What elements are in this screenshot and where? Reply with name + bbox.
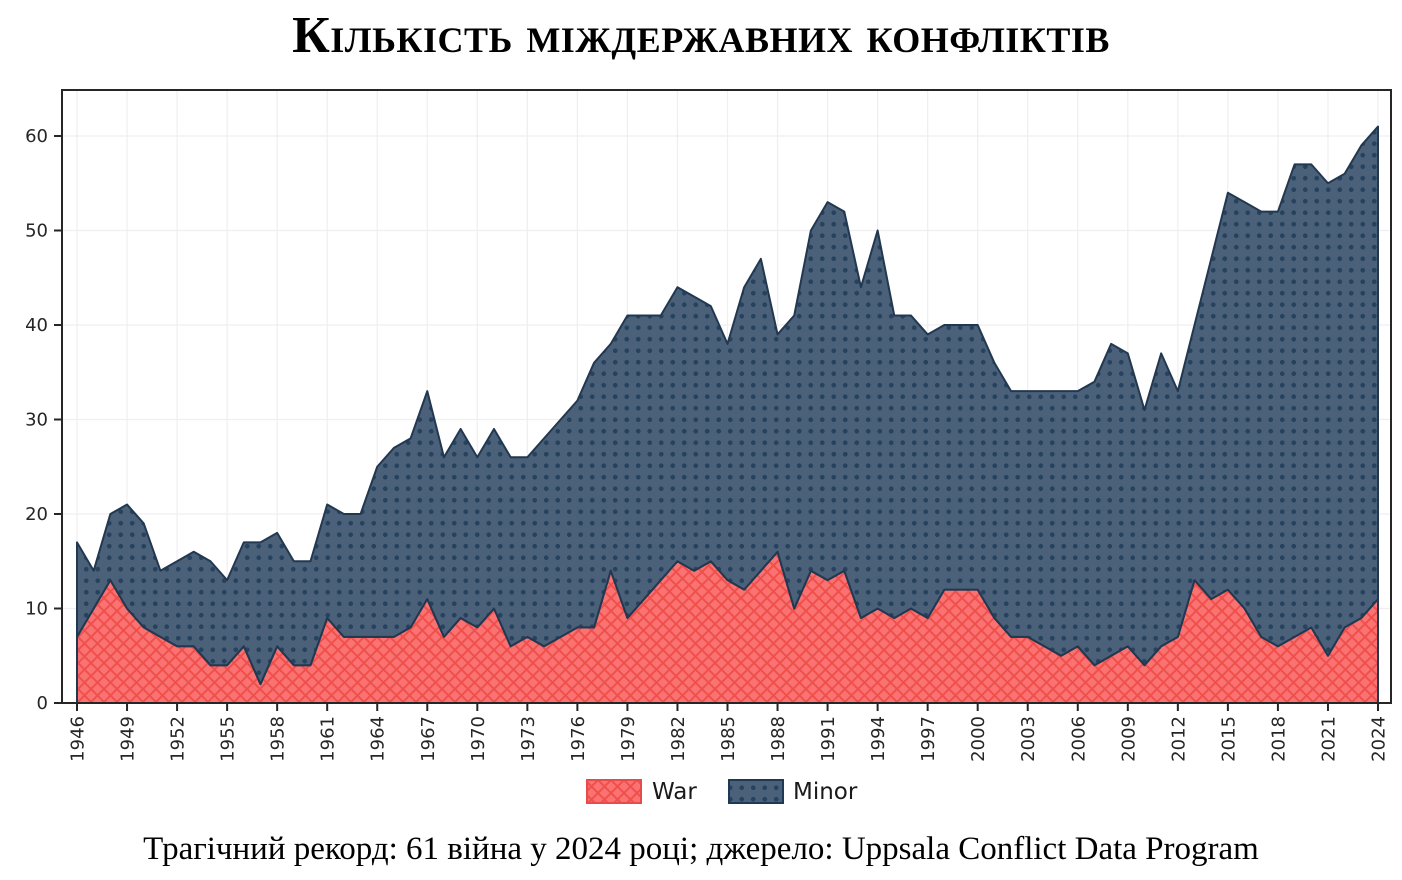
x-tick-label: 1988 [768, 716, 789, 762]
y-tick-label: 40 [25, 315, 48, 336]
x-tick-label: 1979 [618, 716, 639, 762]
x-tick-label: 1976 [568, 716, 589, 762]
x-tick-label: 1961 [318, 716, 339, 762]
y-tick-label: 50 [25, 221, 48, 242]
y-tick-label: 60 [25, 126, 48, 147]
x-tick-label: 2006 [1068, 716, 1089, 762]
x-tick-label: 2009 [1118, 716, 1139, 762]
chart-title: Кількість міждержавних конфліктів [292, 7, 1110, 64]
x-tick-label: 1946 [68, 716, 89, 762]
x-tick-label: 1973 [518, 716, 539, 762]
x-tick-label: 2003 [1018, 716, 1039, 762]
legend-minor-swatch [728, 779, 784, 804]
x-tick-label: 1955 [218, 716, 239, 762]
x-tick-label: 2000 [968, 716, 989, 762]
minor-area-series [76, 125, 1379, 686]
x-tick-label: 1982 [668, 716, 689, 762]
x-tick-label: 2024 [1369, 716, 1390, 762]
y-tick-label: 20 [25, 504, 48, 525]
legend-war-swatch [586, 779, 642, 804]
caption: Трагічний рекорд: 61 війна у 2024 році; … [143, 831, 1259, 867]
x-tick-label: 2018 [1268, 716, 1289, 762]
x-tick-label: 1991 [818, 716, 839, 762]
legend-minor-label: Minor [793, 779, 858, 805]
y-tick-label: 10 [25, 599, 48, 620]
y-tick-label: 30 [25, 410, 48, 431]
legend: War Minor [586, 779, 858, 805]
legend-war-label: War [652, 779, 697, 805]
x-tick-label: 1949 [118, 716, 139, 762]
x-tick-label: 2012 [1168, 716, 1189, 762]
x-tick-label: 2015 [1218, 716, 1239, 762]
x-tick-label: 1967 [418, 716, 439, 762]
x-tick-label: 1964 [368, 716, 389, 762]
x-tick-label: 1997 [918, 716, 939, 762]
x-tick-label: 1970 [468, 716, 489, 762]
x-axis: 1946 1949 1952 1955 1958 1961 1964 1967 1970 1973… [68, 703, 1390, 762]
x-tick-label: 1994 [868, 716, 889, 762]
x-tick-label: 2021 [1318, 716, 1339, 762]
y-tick-label: 0 [37, 693, 48, 714]
x-tick-label: 1958 [268, 716, 289, 762]
x-tick-label: 1985 [718, 716, 739, 762]
x-tick-label: 1952 [168, 716, 189, 762]
y-axis: 0 10 20 30 40 50 60 [25, 126, 62, 714]
